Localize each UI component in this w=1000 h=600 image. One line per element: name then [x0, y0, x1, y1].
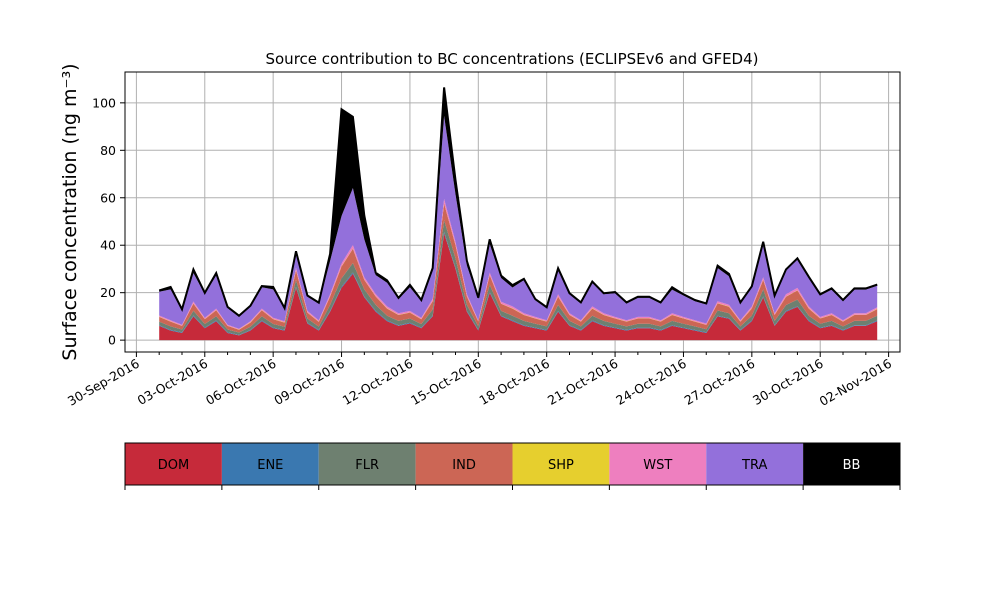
y-axis-label: Surface concentration (ng m⁻³): [59, 63, 81, 360]
y-tick-label: 80: [100, 143, 116, 158]
legend-swatch-wst: [609, 443, 707, 485]
legend: DOM ENE FLR IND SHP WST TRA BB: [124, 442, 901, 490]
legend-label-ind: IND: [452, 458, 476, 473]
legend-swatch-ene: [221, 443, 319, 485]
axes-frame: [124, 71, 901, 353]
legend-label-wst: WST: [643, 458, 672, 473]
series-area-tra: [159, 115, 878, 329]
legend-label-flr: FLR: [355, 458, 379, 473]
legend-label-ene: ENE: [257, 458, 283, 473]
legend-swatch-shp: [512, 443, 610, 485]
y-tick-label: 20: [100, 285, 116, 300]
series-layer: [158, 87, 878, 341]
total-outline: [158, 87, 878, 317]
legend-swatch-ind: [415, 443, 513, 485]
legend-label-dom: DOM: [158, 458, 189, 473]
legend-label-bb: BB: [843, 458, 861, 473]
series-area-dom: [159, 233, 878, 341]
legend-swatch-bb: [803, 443, 900, 485]
chart-title: Source contribution to BC concentrations…: [265, 50, 758, 68]
y-tick-label: 100: [92, 95, 116, 110]
legend-swatch-tra: [706, 443, 804, 485]
y-tick-label: 60: [100, 190, 116, 205]
legend-label-shp: SHP: [548, 458, 574, 473]
legend-label-tra: TRA: [741, 458, 767, 473]
y-tick-label: 0: [108, 333, 116, 348]
y-tick-label: 40: [100, 238, 116, 253]
y-axis: 0 20 40 60 80 100: [92, 95, 125, 348]
legend-swatch-dom: [125, 443, 222, 485]
legend-swatch-flr: [318, 443, 416, 485]
